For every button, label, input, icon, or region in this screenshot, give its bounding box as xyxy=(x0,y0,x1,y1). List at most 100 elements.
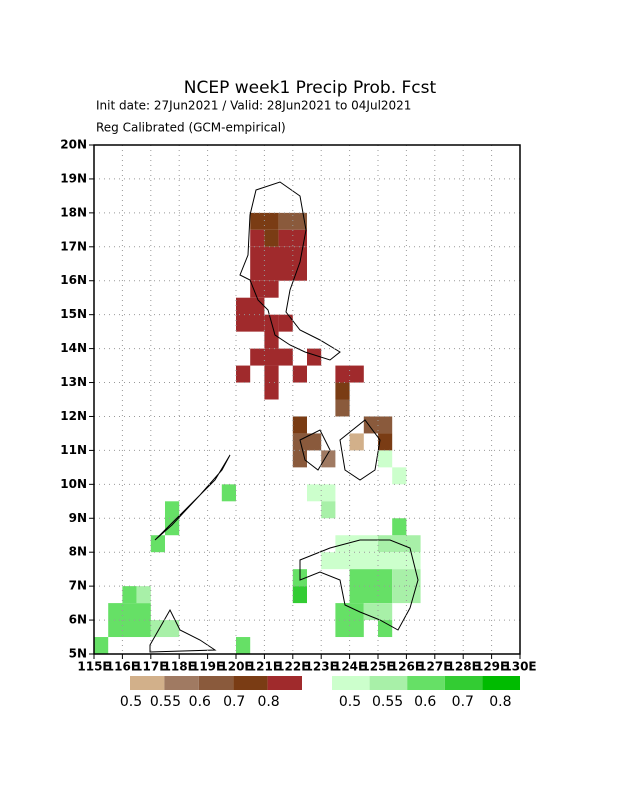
x-tick-label: 129E xyxy=(475,660,508,674)
x-tick-label: 119E xyxy=(191,660,224,674)
legend-swatch xyxy=(164,676,199,690)
grid-cell xyxy=(250,348,293,366)
grid-cell xyxy=(236,637,251,654)
grid-cell xyxy=(250,212,279,230)
y-tick-label: 16N xyxy=(60,273,87,287)
axes: 115E116E117E118E119E120E121E122E123E124E… xyxy=(60,138,536,674)
grid-cell xyxy=(264,314,279,349)
legend-swatch xyxy=(198,676,234,690)
grid-cell xyxy=(307,433,322,451)
grid-cell xyxy=(250,280,279,298)
legend-swatch xyxy=(130,676,165,690)
y-tick-label: 5N xyxy=(69,647,87,661)
cells xyxy=(94,212,421,654)
legend-swatch xyxy=(369,676,408,690)
y-tick-label: 6N xyxy=(69,613,87,627)
y-tick-label: 18N xyxy=(60,205,87,219)
x-tick-label: 130E xyxy=(503,660,536,674)
grid-cell xyxy=(292,416,307,434)
coastline xyxy=(149,181,419,653)
grid-cell xyxy=(349,569,393,604)
y-tick-label: 20N xyxy=(60,138,87,152)
legend-label: 0.5 xyxy=(339,694,361,710)
x-tick-label: 115E xyxy=(77,660,110,674)
legend: 0.5 0.55 0.6 0.7 0.8 0.5 0.55 0.6 0.7 0.8 xyxy=(120,676,520,710)
grid-cell xyxy=(307,348,322,366)
grid-cell xyxy=(335,399,350,417)
y-tick-label: 11N xyxy=(60,443,87,457)
grid-cell xyxy=(321,501,336,519)
y-tick-label: 15N xyxy=(60,307,87,321)
plot-frame xyxy=(93,144,521,655)
legend-label: 0.7 xyxy=(223,694,245,710)
y-tick-label: 19N xyxy=(60,171,87,185)
x-tick-label: 124E xyxy=(333,660,366,674)
grid-cell xyxy=(378,450,393,468)
grid-cell xyxy=(264,229,279,247)
subtitle: Reg Calibrated (GCM-empirical) xyxy=(96,121,286,135)
x-tick-label: 126E xyxy=(390,660,423,674)
y-tick-label: 12N xyxy=(60,409,87,423)
y-tick-label: 13N xyxy=(60,375,87,389)
grid-cell xyxy=(122,586,137,604)
grid-cell xyxy=(292,586,307,604)
y-tick-label: 14N xyxy=(60,341,87,355)
x-tick-label: 123E xyxy=(305,660,338,674)
legend-swatch xyxy=(267,676,302,690)
y-tick-label: 9N xyxy=(69,511,87,525)
grid-cell xyxy=(150,535,165,553)
x-tick-label: 118E xyxy=(163,660,196,674)
chart-title: NCEP week1 Precip Prob. Fcst xyxy=(184,78,437,98)
x-tick-label: 125E xyxy=(361,660,394,674)
grid-cell xyxy=(250,246,307,281)
grid-cell xyxy=(278,314,293,332)
legend-swatch xyxy=(407,676,445,690)
y-tick-label: 17N xyxy=(60,239,87,253)
grid-cell xyxy=(321,450,336,468)
y-tick-label: 7N xyxy=(69,579,87,593)
y-tick-label: 10N xyxy=(60,477,87,491)
grid-cell xyxy=(349,433,364,451)
x-tick-label: 127E xyxy=(418,660,451,674)
grid-cell xyxy=(321,552,421,570)
legend-label: 0.6 xyxy=(189,694,211,710)
grid-cell xyxy=(392,518,407,536)
grid-cell xyxy=(363,416,393,434)
legend-label: 0.8 xyxy=(489,694,511,710)
x-tick-label: 122E xyxy=(276,660,309,674)
grid-cell xyxy=(335,535,378,553)
legend-label: 0.55 xyxy=(150,694,181,710)
grid-cell xyxy=(94,637,109,654)
grid-cell xyxy=(307,484,336,502)
legend-swatch xyxy=(233,676,268,690)
legend-label: 0.6 xyxy=(414,694,436,710)
legend-label: 0.55 xyxy=(372,694,403,710)
legend-swatch xyxy=(332,676,370,690)
x-tick-label: 117E xyxy=(134,660,167,674)
grid-cell xyxy=(250,229,265,247)
grid-cell xyxy=(278,229,307,247)
y-tick-label: 8N xyxy=(69,545,87,559)
legend-label: 0.5 xyxy=(120,694,142,710)
x-tick-label: 128E xyxy=(447,660,480,674)
x-tick-label: 121E xyxy=(248,660,281,674)
subtitle: Init date: 27Jun2021 / Valid: 28Jun2021 … xyxy=(96,99,411,113)
grid-cell xyxy=(335,365,364,383)
legend-swatch xyxy=(444,676,483,690)
legend-swatch xyxy=(482,676,520,690)
grid-cell xyxy=(236,365,251,383)
x-tick-label: 116E xyxy=(106,660,139,674)
legend-label: 0.8 xyxy=(257,694,279,710)
grid-cell xyxy=(292,365,307,383)
grid-cell xyxy=(136,586,151,604)
legend-label: 0.7 xyxy=(452,694,474,710)
grid-cell xyxy=(378,433,393,451)
x-tick-label: 120E xyxy=(219,660,252,674)
grid-cell xyxy=(335,382,350,400)
grid-cell xyxy=(221,484,236,502)
grid-cell xyxy=(278,212,307,230)
grid-cell xyxy=(392,467,407,485)
grid-cell xyxy=(264,365,279,400)
grid-cell xyxy=(150,620,180,638)
